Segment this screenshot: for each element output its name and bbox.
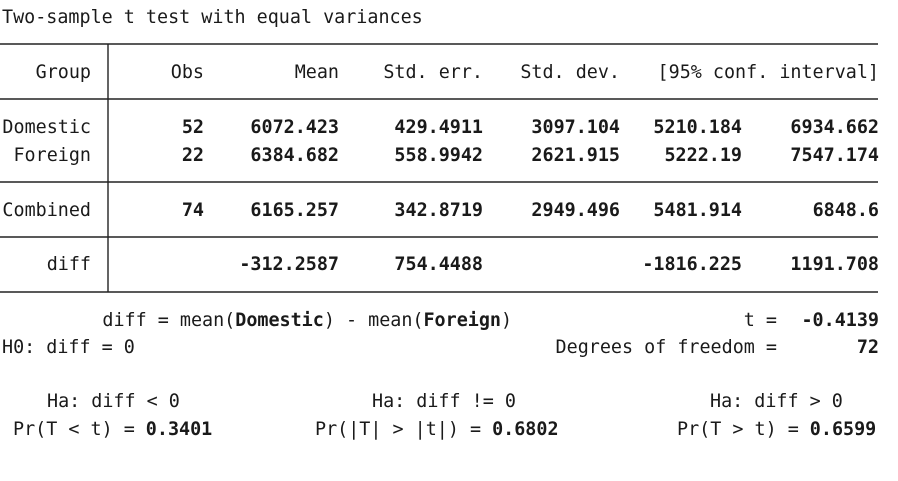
text: ) - mean( xyxy=(324,310,424,331)
p-value: 0.6802 xyxy=(492,419,558,440)
column-header: Std. err. xyxy=(383,62,483,83)
alternatives: Ha: diff < 0 Pr(T < t) = 0.3401 Ha: diff !=… xyxy=(13,391,876,440)
title: Two-sample t test with equal variances xyxy=(2,7,423,28)
text: diff = mean( xyxy=(102,310,235,331)
cell-value: -312.2587 xyxy=(239,254,339,275)
row-label: Foreign xyxy=(13,145,91,166)
row-label: Domestic xyxy=(2,117,91,138)
p-value-line: Pr(|T| > |t|) = 0.6802 xyxy=(315,419,559,440)
p-value-line: Pr(T > t) = 0.6599 xyxy=(677,419,876,440)
column-header: Obs xyxy=(171,62,204,83)
t-value: -0.4139 xyxy=(801,310,879,331)
cell-value: 1191.708 xyxy=(790,254,879,275)
alt-hypothesis: Ha: diff != 0 xyxy=(372,391,516,412)
cell-value: 52 xyxy=(182,117,204,138)
row-label: diff xyxy=(47,254,91,275)
column-header: Group xyxy=(36,62,91,83)
group-name: Foreign xyxy=(423,310,501,331)
null-hypothesis: H0: diff = 0 xyxy=(2,337,135,358)
cell-value: 22 xyxy=(182,145,204,166)
cell-value: 754.4488 xyxy=(394,254,483,275)
column-header: Std. dev. xyxy=(520,62,620,83)
p-label: Pr(T > t) = xyxy=(677,419,799,440)
row-label: Combined xyxy=(2,200,91,221)
p-label: Pr(|T| > |t|) = xyxy=(315,419,481,440)
alt-hypothesis: Ha: diff < 0 xyxy=(47,391,180,412)
cell-value: 74 xyxy=(182,200,204,221)
group-name: Domestic xyxy=(235,310,324,331)
cell-value: 342.8719 xyxy=(394,200,483,221)
cell-value: 6165.257 xyxy=(250,200,339,221)
cell-value: -1816.225 xyxy=(642,254,742,275)
cell-value: 5210.184 xyxy=(653,117,742,138)
df-label: Degrees of freedom = xyxy=(556,337,777,358)
cell-value: 5222.19 xyxy=(664,145,742,166)
p-value: 0.6599 xyxy=(810,419,876,440)
column-header: Mean xyxy=(295,62,339,83)
cell-value: 6848.6 xyxy=(813,200,879,221)
p-label: Pr(T < t) = xyxy=(13,419,135,440)
column-header: [95% conf. interval] xyxy=(658,62,879,83)
cell-value: 558.9942 xyxy=(394,145,483,166)
diff-definition: diff = mean(Domestic) - mean(Foreign) xyxy=(47,310,545,331)
cell-value: 6384.682 xyxy=(250,145,339,166)
cell-value: 7547.174 xyxy=(790,145,879,166)
df-value: 72 xyxy=(857,337,879,358)
p-value: 0.3401 xyxy=(146,419,212,440)
cell-value: 2949.496 xyxy=(531,200,620,221)
p-value-line: Pr(T < t) = 0.3401 xyxy=(13,419,212,440)
cell-value: 6072.423 xyxy=(250,117,339,138)
t-label: t = xyxy=(744,310,777,331)
alt-hypothesis: Ha: diff > 0 xyxy=(710,391,843,412)
table-rules xyxy=(0,43,878,293)
text: ) xyxy=(501,310,512,331)
cell-value: 3097.104 xyxy=(531,117,620,138)
results-table: Group Obs Mean Std. err. Std. dev. [95% conf.… xyxy=(2,62,879,275)
cell-value: 2621.915 xyxy=(531,145,620,166)
cell-value: 429.4911 xyxy=(394,117,483,138)
cell-value: 5481.914 xyxy=(653,200,742,221)
cell-value: 6934.662 xyxy=(790,117,879,138)
